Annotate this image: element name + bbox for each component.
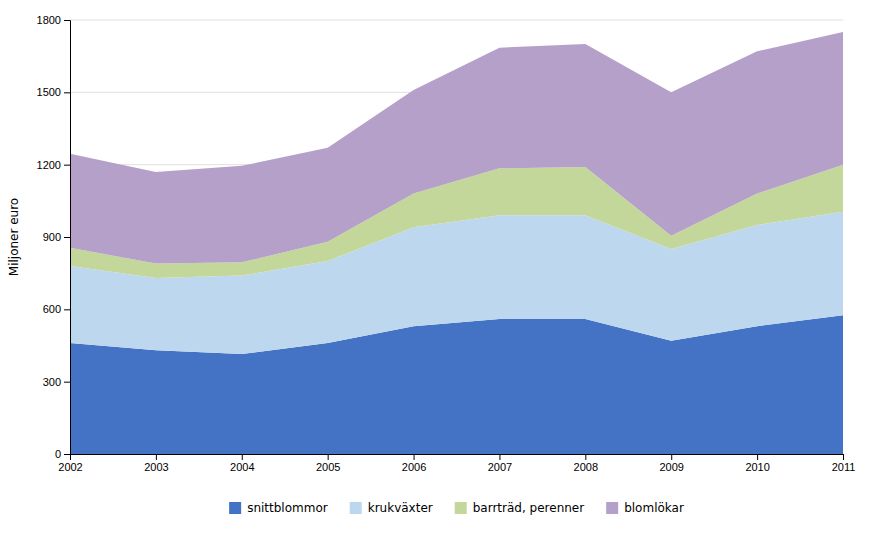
tick-mark <box>757 454 758 460</box>
area <box>70 32 843 263</box>
legend-item: barrträd, perenner <box>455 501 585 515</box>
tick-mark <box>671 454 672 460</box>
x-tick: 2002 <box>58 454 82 473</box>
x-tick: 2009 <box>659 454 683 473</box>
tick-label: 1200 <box>37 159 61 171</box>
tick-mark <box>156 454 157 460</box>
tick-label: 900 <box>43 231 61 243</box>
tick-mark <box>843 454 844 460</box>
tick-label: 2007 <box>488 461 512 473</box>
tick-mark <box>64 237 70 238</box>
axis-line <box>64 21 71 455</box>
y-tick: 0 <box>55 448 70 460</box>
y-tick: 300 <box>43 376 70 388</box>
legend-item: blomlökar <box>606 501 684 515</box>
axis-line <box>71 455 844 461</box>
x-tick: 2011 <box>832 454 856 473</box>
tick-label: 2008 <box>574 461 598 473</box>
tick-label: 1500 <box>37 86 61 98</box>
x-tick: 2003 <box>144 454 168 473</box>
tick-label: 2005 <box>316 461 340 473</box>
tick-mark <box>64 454 70 455</box>
tick-label: 600 <box>43 303 61 315</box>
tick-label: 1800 <box>37 14 61 26</box>
tick-mark <box>499 454 500 460</box>
tick-mark <box>64 92 70 93</box>
chart: 2002 2003 2004 2005 2006 2007 2008 2009 2010 2011… <box>0 0 873 534</box>
legend-swatch <box>350 502 362 514</box>
x-tick: 2005 <box>316 454 340 473</box>
legend-label: snittblommor <box>247 501 328 515</box>
legend: snittblommor krukväxter barrträd, perenner… <box>229 501 684 515</box>
tick-mark <box>64 382 70 383</box>
legend-swatch <box>606 502 618 514</box>
x-tick: 2010 <box>745 454 769 473</box>
tick-mark <box>64 20 70 21</box>
y-tick: 600 <box>43 303 70 315</box>
x-tick: 2007 <box>488 454 512 473</box>
marks <box>70 32 843 454</box>
plot: 2002 2003 2004 2005 2006 2007 2008 2009 2010 2011… <box>37 14 856 473</box>
legend-label: barrträd, perenner <box>473 501 585 515</box>
x-axis: 2002 2003 2004 2005 2006 2007 2008 2009 2010 2011 <box>58 454 855 473</box>
x-tick: 2004 <box>230 454 254 473</box>
tick-mark <box>242 454 243 460</box>
tick-label: 0 <box>55 448 61 460</box>
tick-mark <box>328 454 329 460</box>
tick-mark <box>585 454 586 460</box>
legend-label: blomlökar <box>624 501 684 515</box>
y-tick: 1500 <box>37 86 70 98</box>
legend-label: krukväxter <box>368 501 433 515</box>
tick-label: 2004 <box>230 461 254 473</box>
y-tick: 900 <box>43 231 70 243</box>
x-tick: 2006 <box>402 454 426 473</box>
tick-mark <box>64 165 70 166</box>
legend-item: snittblommor <box>229 501 328 515</box>
grid-line <box>70 20 843 21</box>
tick-label: 2003 <box>144 461 168 473</box>
tick-label: 2002 <box>58 461 82 473</box>
legend-item: krukväxter <box>350 501 433 515</box>
tick-label: 2009 <box>659 461 683 473</box>
tick-label: 2010 <box>745 461 769 473</box>
tick-label: 2011 <box>832 461 856 473</box>
tick-mark <box>414 454 415 460</box>
y-axis: 0 300 600 900 1200 1500 1800 <box>37 14 71 460</box>
y-tick: 1200 <box>37 159 70 171</box>
tick-label: 2006 <box>402 461 426 473</box>
legend-swatch <box>229 502 241 514</box>
tick-label: 300 <box>43 376 61 388</box>
y-tick: 1800 <box>37 14 70 26</box>
y-axis-title: Miljoner euro <box>7 198 21 276</box>
grid <box>70 20 843 454</box>
tick-mark <box>64 309 70 310</box>
x-tick: 2008 <box>574 454 598 473</box>
legend-swatch <box>455 502 467 514</box>
